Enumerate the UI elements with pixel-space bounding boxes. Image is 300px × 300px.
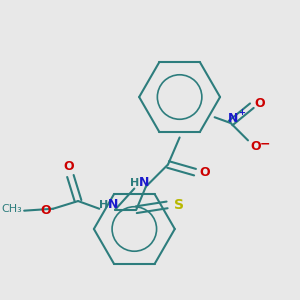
Text: N: N (139, 176, 149, 189)
Text: O: O (254, 97, 265, 110)
Text: S: S (174, 198, 184, 212)
Text: H: H (130, 178, 139, 188)
Text: O: O (250, 140, 261, 153)
Text: N: N (108, 198, 118, 212)
Text: O: O (63, 160, 74, 173)
Text: H: H (99, 200, 108, 210)
Text: N: N (228, 112, 239, 125)
Text: +: + (238, 108, 245, 117)
Text: O: O (40, 204, 51, 217)
Text: CH₃: CH₃ (2, 204, 22, 214)
Text: −: − (260, 138, 271, 151)
Text: O: O (199, 166, 210, 179)
